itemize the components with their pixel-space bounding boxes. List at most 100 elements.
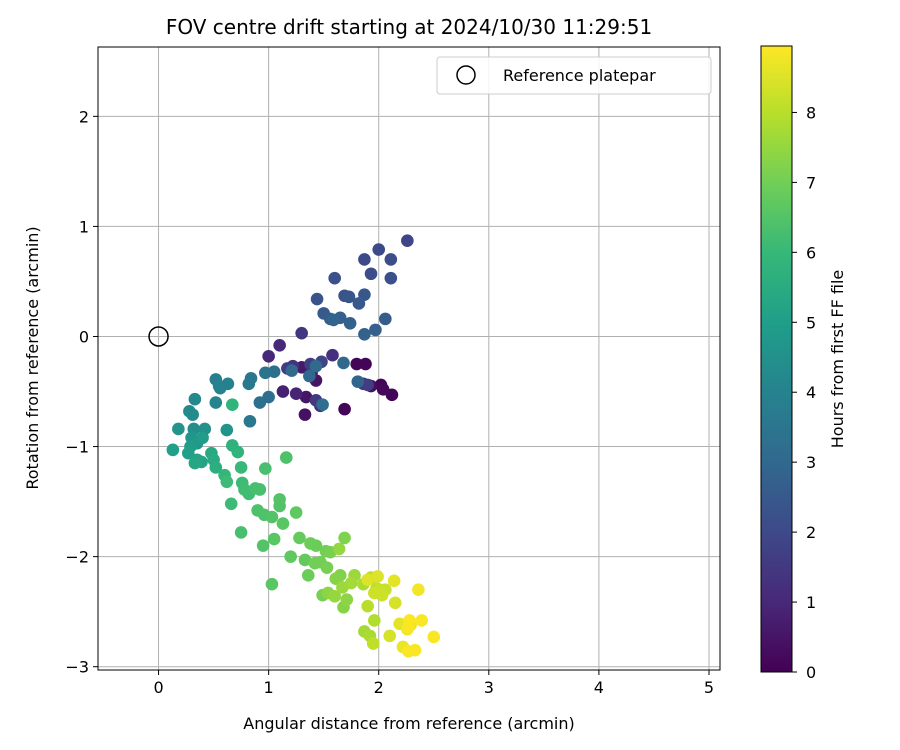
colorbar-tick-label: 5 <box>806 313 816 332</box>
data-point <box>276 517 290 530</box>
data-point <box>226 398 239 412</box>
data-point <box>265 510 279 524</box>
x-tick-label: 2 <box>374 678 384 697</box>
data-point <box>259 462 272 475</box>
data-point <box>351 375 365 388</box>
data-point <box>220 475 234 489</box>
data-point <box>276 385 290 398</box>
colorbar-tick-label: 7 <box>806 173 816 192</box>
data-point <box>327 313 340 327</box>
data-point <box>328 271 341 285</box>
data-point <box>326 348 339 362</box>
data-point <box>383 629 397 643</box>
colorbar-tick-label: 4 <box>806 383 816 402</box>
data-point <box>408 643 422 657</box>
data-point <box>209 461 223 474</box>
data-point <box>243 414 257 428</box>
data-point <box>361 378 375 392</box>
data-point <box>309 539 323 552</box>
data-point <box>273 493 286 506</box>
data-point <box>401 234 414 248</box>
data-point <box>262 349 275 363</box>
data-point <box>412 583 425 596</box>
data-point <box>366 637 380 650</box>
data-point <box>253 483 267 496</box>
data-point <box>369 323 382 337</box>
data-point <box>384 271 398 285</box>
data-point <box>376 383 390 396</box>
data-point <box>388 596 402 610</box>
data-point <box>387 574 401 588</box>
data-point <box>259 366 272 380</box>
x-axis-ticks: 0 1 2 3 4 5 <box>153 670 714 697</box>
data-point <box>427 630 441 644</box>
y-tick-label: 1 <box>79 217 89 236</box>
data-point <box>295 326 308 340</box>
data-point <box>344 576 358 590</box>
data-point <box>166 443 180 457</box>
data-point <box>284 550 297 563</box>
data-point <box>371 570 384 583</box>
data-point <box>231 445 245 459</box>
data-point <box>361 599 375 613</box>
data-point <box>316 398 329 412</box>
data-point <box>384 253 398 266</box>
data-point <box>220 423 234 437</box>
colorbar-ticks: 0 1 2 3 4 5 6 7 8 <box>792 103 816 682</box>
legend: Reference platepar <box>436 56 712 95</box>
data-point <box>379 312 392 326</box>
x-axis-label: Angular distance from reference (arcmin) <box>243 714 574 733</box>
data-point <box>359 357 372 371</box>
x-tick-label: 1 <box>264 678 274 697</box>
data-point <box>415 614 428 627</box>
data-point <box>342 290 356 304</box>
y-tick-label: −1 <box>65 438 89 457</box>
legend-entry-reference: Reference platepar <box>503 66 656 85</box>
colorbar-tick-label: 6 <box>806 243 816 262</box>
data-point <box>188 456 202 470</box>
data-points <box>166 234 441 658</box>
legend-marker <box>456 65 476 85</box>
data-point <box>329 572 343 585</box>
colorbar-tick-label: 0 <box>806 663 816 682</box>
data-point <box>188 392 202 406</box>
colorbar-tick-label: 2 <box>806 523 816 542</box>
data-point <box>267 532 281 546</box>
data-point <box>279 451 293 464</box>
reference-point <box>148 326 169 347</box>
data-point <box>328 589 341 603</box>
y-tick-label: −2 <box>65 548 89 567</box>
data-point <box>368 586 381 600</box>
y-axis-ticks: −3 −2 −1 0 1 2 <box>65 107 98 677</box>
y-tick-label: 0 <box>79 327 89 346</box>
data-point <box>299 390 313 404</box>
grid-lines <box>98 47 720 670</box>
data-point <box>234 461 248 474</box>
data-point <box>181 446 195 460</box>
data-point <box>343 316 357 330</box>
data-point <box>372 243 386 256</box>
colorbar-tick-label: 8 <box>806 103 816 122</box>
data-point <box>361 573 375 587</box>
data-point <box>320 561 334 574</box>
plot-frame <box>97 46 721 671</box>
legend-box <box>436 56 712 95</box>
data-point <box>242 377 256 391</box>
colorbar-frame <box>760 45 793 673</box>
data-point <box>338 402 351 416</box>
data-point <box>338 531 351 545</box>
x-tick-label: 0 <box>153 678 163 697</box>
data-point <box>368 614 381 627</box>
data-point <box>224 497 238 511</box>
data-point <box>340 593 354 606</box>
data-point <box>301 569 315 582</box>
data-point <box>298 553 312 567</box>
data-point <box>402 620 415 634</box>
colorbar <box>761 46 792 672</box>
data-point <box>298 408 312 421</box>
chart-title: FOV centre drift starting at 2024/10/30 … <box>166 15 652 39</box>
y-tick-label: −3 <box>65 658 89 677</box>
data-point <box>310 292 324 306</box>
data-point <box>213 381 227 395</box>
data-point <box>350 357 364 371</box>
